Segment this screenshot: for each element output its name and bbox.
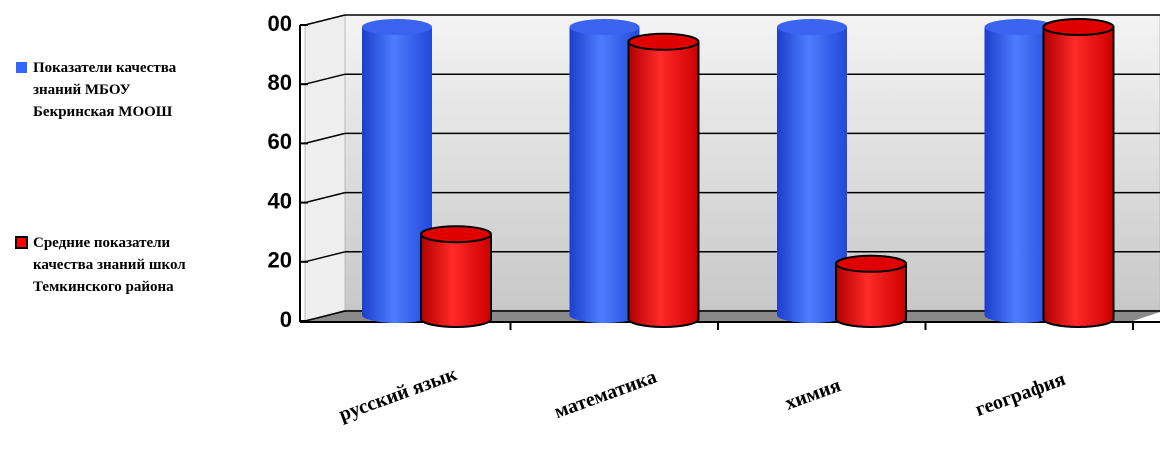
bar xyxy=(362,27,432,323)
legend-label: Средние показатели качества знаний школ Те… xyxy=(33,235,186,295)
bar xyxy=(777,27,847,323)
bar-cap xyxy=(777,19,847,35)
bar-cap xyxy=(835,254,907,273)
bar xyxy=(627,40,700,328)
bar xyxy=(984,27,1055,323)
legend: Показатели качества знаний МБОУ Бекринская… xyxy=(15,60,186,295)
y-tick-label: 0 xyxy=(280,307,292,332)
y-tick-label: 20 xyxy=(268,248,292,273)
x-tick-label: русский язык xyxy=(336,363,460,426)
bar-cap xyxy=(984,19,1055,35)
grid-line xyxy=(304,251,346,263)
floor xyxy=(300,310,1160,322)
bar-cap xyxy=(1042,18,1115,36)
grid-line xyxy=(304,73,346,85)
y-tick-label: 80 xyxy=(268,70,292,95)
x-tick-label: математика xyxy=(551,366,659,423)
bar-cap xyxy=(362,19,432,35)
bar xyxy=(1042,26,1115,328)
bar-cap xyxy=(627,32,700,51)
bar xyxy=(835,262,907,328)
y-tick-label: 60 xyxy=(268,129,292,154)
bar-cap xyxy=(420,225,492,244)
side-wall xyxy=(304,14,346,323)
grid-line xyxy=(304,132,346,145)
grid-line xyxy=(304,310,346,322)
x-tick-label: химия xyxy=(782,374,844,414)
grid-line xyxy=(304,14,346,26)
y-tick-label: 40 xyxy=(268,188,292,213)
legend-swatch xyxy=(16,62,27,73)
x-tick-label: география xyxy=(972,368,1068,421)
y-tick-label: 00 xyxy=(268,11,292,36)
grid-line xyxy=(304,191,346,204)
bar xyxy=(420,233,492,328)
legend-label: Показатели качества знаний МБОУ Бекринская… xyxy=(33,60,177,120)
bar-cap xyxy=(569,19,640,35)
bar xyxy=(569,27,640,323)
legend-swatch xyxy=(15,236,28,249)
